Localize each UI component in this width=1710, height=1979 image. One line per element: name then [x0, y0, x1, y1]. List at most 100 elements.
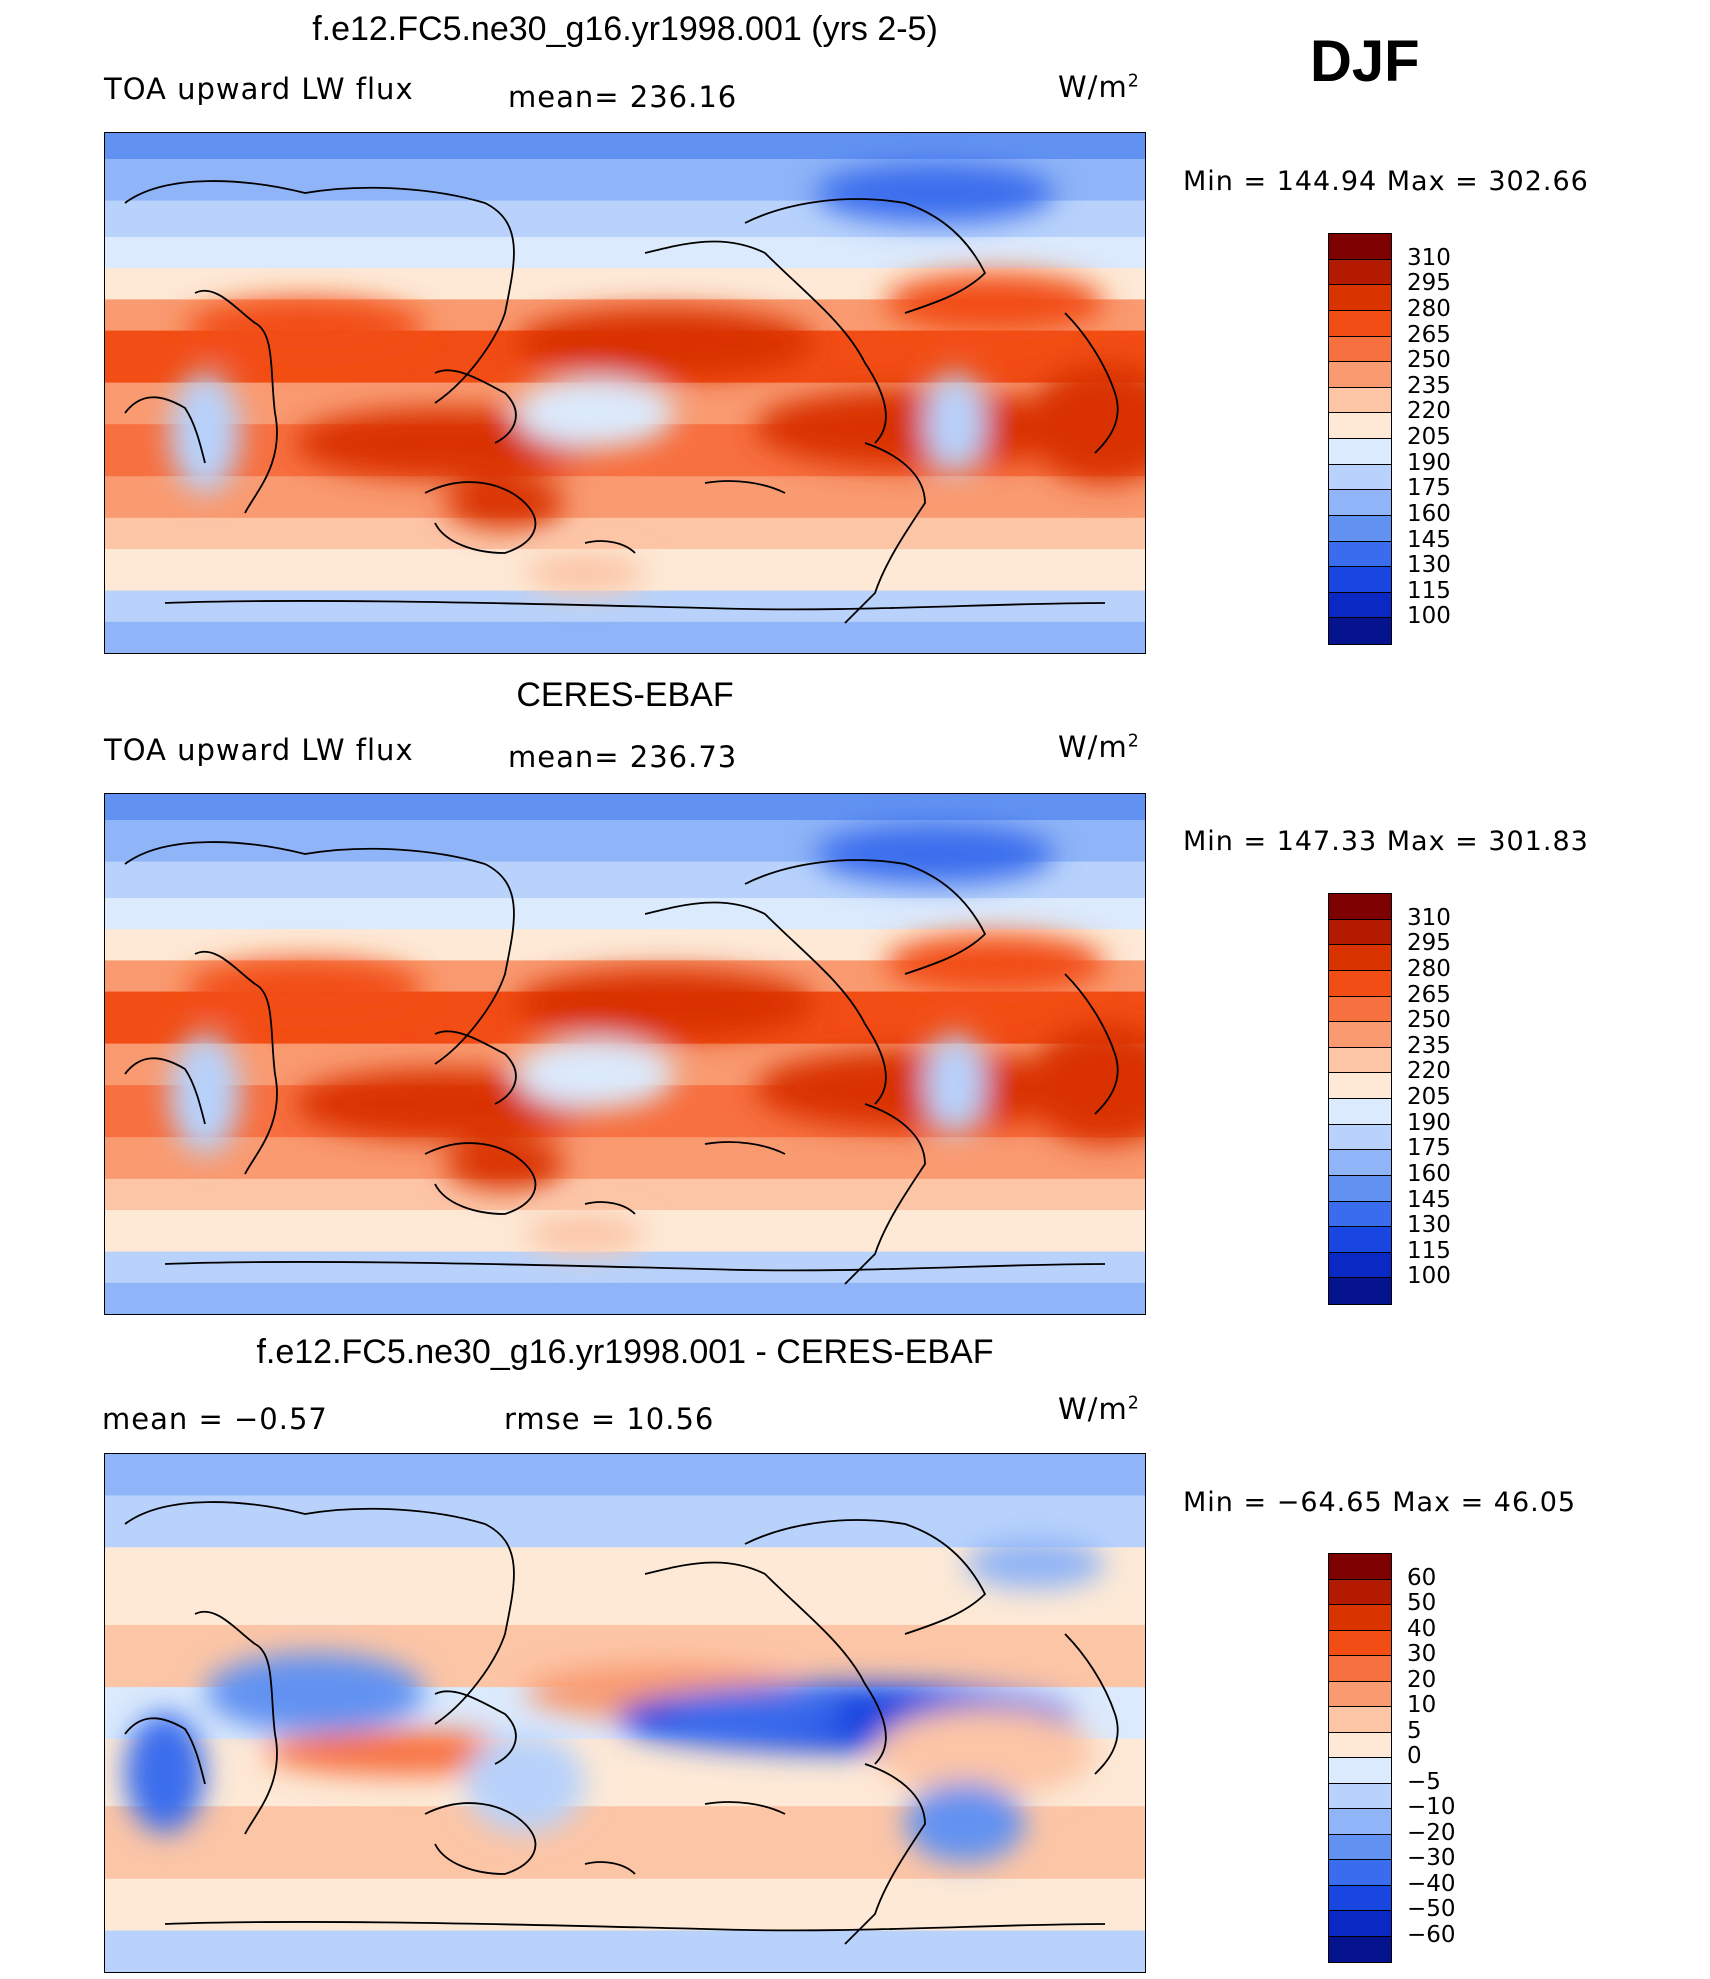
- field-anomaly: [885, 934, 1105, 994]
- colorbar-tick-label: 295: [1407, 930, 1451, 957]
- colorbar-swatch: [1329, 1732, 1391, 1758]
- field-anomaly: [465, 1732, 585, 1833]
- colorbar-swatch: [1329, 387, 1391, 414]
- field-band: [105, 1878, 1145, 1932]
- colorbar-swatch: [1329, 285, 1391, 311]
- colorbar-tick-label: −30: [1407, 1845, 1456, 1871]
- colorbar-tick-label: 235: [1407, 1032, 1451, 1059]
- colorbar-swatch: [1329, 1201, 1391, 1228]
- colorbar-tick-label: 40: [1407, 1615, 1437, 1642]
- model-flux-map: [105, 133, 1145, 653]
- field-band: [105, 794, 1145, 821]
- colorbar-tick-label: 175: [1407, 1135, 1451, 1162]
- colorbar-tick-label: 265: [1407, 981, 1451, 1008]
- colorbar-swatch: [1329, 1099, 1391, 1125]
- colorbar-tick-label: 5: [1407, 1717, 1422, 1744]
- colorbar-tick-label: 60: [1407, 1564, 1437, 1591]
- field-anomaly: [295, 408, 595, 478]
- coastline: [584, 540, 636, 554]
- min-max-label: Min = 144.94 Max = 302.66: [1183, 166, 1589, 197]
- field-anomaly: [755, 1049, 1075, 1129]
- coastline: [124, 841, 515, 1065]
- field-band: [105, 1454, 1145, 1497]
- coastline: [584, 1861, 636, 1875]
- min-max-label: Min = −64.65 Max = 46.05: [1183, 1487, 1577, 1518]
- colorbar-tick-label: −60: [1407, 1921, 1456, 1948]
- colorbar-tick-label: 10: [1407, 1692, 1437, 1718]
- units-label: W/m2: [1058, 730, 1140, 764]
- colorbar-swatch: [1329, 1022, 1391, 1048]
- colorbar-swatch: [1329, 362, 1391, 388]
- colorbar-swatch: [1329, 592, 1391, 619]
- colorbar-tick-label: −5: [1407, 1768, 1441, 1795]
- coastline: [124, 180, 515, 404]
- colorbar-swatch: [1329, 464, 1391, 491]
- colorbar-tick-label: 250: [1407, 347, 1451, 374]
- mean-label: mean= 236.73: [508, 740, 738, 774]
- colorbar-swatch: [1329, 1656, 1391, 1682]
- colorbar-tick-label: 220: [1407, 398, 1451, 425]
- colorbar-tick-label: 115: [1407, 1237, 1451, 1264]
- colorbar: [1328, 233, 1392, 645]
- coastline: [644, 901, 887, 1105]
- colorbar-swatch: [1329, 1860, 1391, 1886]
- field-band: [105, 237, 1145, 270]
- colorbar-tick-label: −20: [1407, 1819, 1456, 1846]
- coastline: [124, 1501, 515, 1725]
- colorbar-swatch: [1329, 259, 1391, 286]
- coastline: [424, 1802, 537, 1875]
- variable-label: TOA upward LW flux: [104, 72, 414, 106]
- colorbar-tick-label: 145: [1407, 526, 1451, 553]
- colorbar-swatch: [1329, 310, 1391, 337]
- colorbar-swatch: [1329, 336, 1391, 363]
- coastline: [644, 240, 887, 444]
- obs-flux-map: [105, 794, 1145, 1314]
- colorbar-swatch: [1329, 1936, 1391, 1962]
- coastline: [164, 1921, 1106, 1932]
- colorbar-swatch: [1329, 490, 1391, 516]
- field-anomaly: [665, 1691, 845, 1735]
- field-anomaly: [295, 1069, 595, 1139]
- colorbar-swatch: [1329, 945, 1391, 971]
- colorbar-swatch: [1329, 1175, 1391, 1202]
- colorbar-tick-label: 30: [1407, 1641, 1437, 1667]
- field-anomaly: [515, 969, 815, 1039]
- coastline: [1064, 1633, 1119, 1775]
- field-band: [105, 1495, 1145, 1549]
- colorbar-swatch: [1329, 1758, 1391, 1784]
- coastline: [424, 1142, 537, 1215]
- coastline: [844, 1103, 926, 1285]
- panel-title: f.e12.FC5.ne30_g16.yr1998.001 - CERES-EB…: [256, 1333, 994, 1371]
- coastline: [124, 1057, 206, 1125]
- colorbar-swatch: [1329, 1911, 1391, 1937]
- coastline: [744, 859, 987, 975]
- field-anomaly: [815, 824, 1055, 884]
- colorbar-tick-label: 190: [1407, 1109, 1451, 1136]
- coastline: [1064, 973, 1119, 1115]
- field-band: [105, 1137, 1145, 1180]
- colorbar-tick-label: 295: [1407, 270, 1451, 297]
- field-anomaly: [965, 1538, 1105, 1589]
- field-anomaly: [445, 1139, 565, 1189]
- colorbar-swatch: [1329, 1150, 1391, 1176]
- variable-label: TOA upward LW flux: [104, 733, 414, 767]
- rmse-label: rmse = 10.56: [504, 1402, 715, 1436]
- colorbar-swatch: [1329, 515, 1391, 542]
- map-panel: [104, 793, 1146, 1315]
- field-band: [105, 1178, 1145, 1211]
- colorbar-tick-label: 130: [1407, 552, 1451, 579]
- field-band: [105, 476, 1145, 519]
- units-label: W/m2: [1058, 1392, 1140, 1426]
- colorbar-swatch: [1329, 996, 1391, 1023]
- map-panel: [104, 1453, 1146, 1973]
- coastline: [124, 1717, 206, 1785]
- field-band: [105, 517, 1145, 550]
- field-anomaly: [185, 298, 425, 358]
- mean-label: mean= 236.16: [508, 80, 738, 114]
- colorbar-swatch: [1329, 894, 1391, 920]
- coastline: [434, 1690, 517, 1765]
- colorbar-swatch: [1329, 1885, 1391, 1911]
- colorbar-swatch: [1329, 439, 1391, 465]
- min-max-label: Min = 147.33 Max = 301.83: [1183, 826, 1589, 857]
- field-anomaly: [515, 378, 675, 448]
